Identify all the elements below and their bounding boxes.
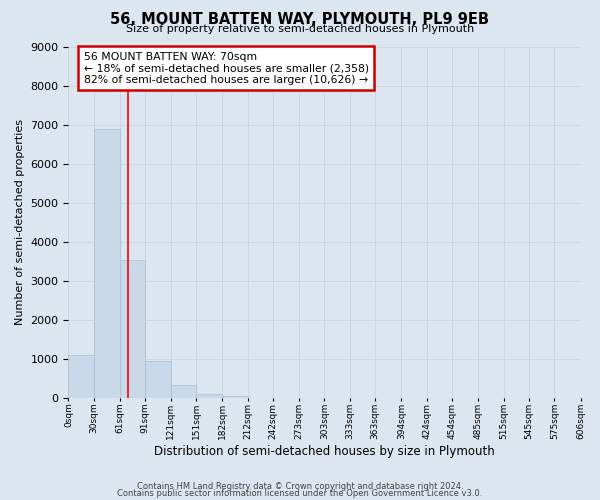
Text: Size of property relative to semi-detached houses in Plymouth: Size of property relative to semi-detach… <box>126 24 474 34</box>
Bar <box>196 394 222 398</box>
Bar <box>120 260 145 398</box>
X-axis label: Distribution of semi-detached houses by size in Plymouth: Distribution of semi-detached houses by … <box>154 444 495 458</box>
Bar <box>170 386 196 398</box>
Bar <box>68 356 94 399</box>
Bar <box>94 128 120 398</box>
Text: 56, MOUNT BATTEN WAY, PLYMOUTH, PL9 9EB: 56, MOUNT BATTEN WAY, PLYMOUTH, PL9 9EB <box>110 12 490 28</box>
Text: 56 MOUNT BATTEN WAY: 70sqm
← 18% of semi-detached houses are smaller (2,358)
82%: 56 MOUNT BATTEN WAY: 70sqm ← 18% of semi… <box>84 52 369 85</box>
Y-axis label: Number of semi-detached properties: Number of semi-detached properties <box>15 120 25 326</box>
Bar <box>145 362 170 399</box>
Text: Contains HM Land Registry data © Crown copyright and database right 2024.: Contains HM Land Registry data © Crown c… <box>137 482 463 491</box>
Bar <box>222 396 248 398</box>
Text: Contains public sector information licensed under the Open Government Licence v3: Contains public sector information licen… <box>118 489 482 498</box>
